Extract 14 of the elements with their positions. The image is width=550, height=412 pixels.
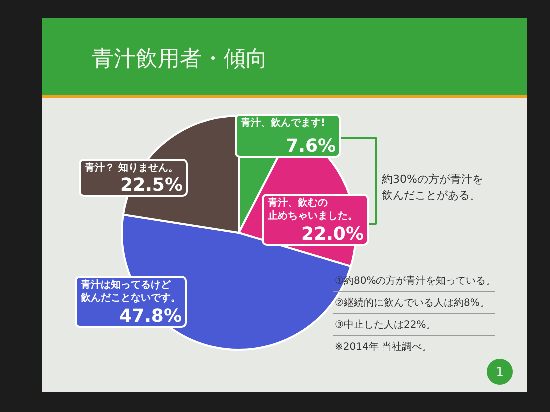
text: ③中止した人は22%。	[335, 319, 436, 331]
data-label: 22.5%	[120, 175, 183, 196]
slice-label: 青汁？ 知りません。	[85, 162, 178, 175]
chart-title: 青汁飲用者・傾向	[92, 47, 268, 72]
text: 約30%の方が青汁を飲んだことがある。	[382, 173, 484, 202]
text: ①約80%の方が青汁を知っている。	[335, 275, 496, 287]
slice-label: 青汁、飲むの止めちゃいました。	[268, 197, 358, 223]
data-label: 22.0%	[302, 224, 364, 245]
data-label: 47.8%	[120, 306, 182, 327]
text: ②継続的に飲んでいる人は約8%。	[335, 297, 490, 309]
slice-label: 青汁は知ってるけど飲んだことないです。	[81, 279, 181, 305]
data-label: 7.6%	[286, 136, 336, 157]
text: ※2014年 当社調べ。	[335, 341, 432, 353]
text: 1	[496, 365, 504, 380]
